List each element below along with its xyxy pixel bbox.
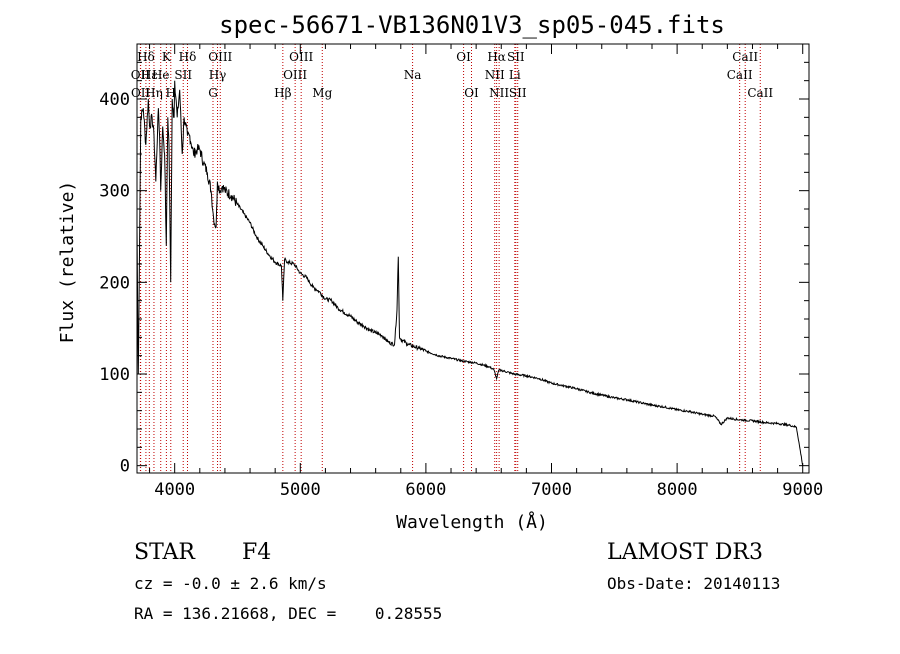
line-label-6: K (162, 50, 172, 64)
survey-name: LAMOST DR3 (607, 540, 763, 565)
line-label-1: OII (131, 68, 151, 82)
line-label-8: SII (174, 68, 192, 82)
chart-title: spec-56671-VB136N01V3_sp05-045.fits (219, 11, 725, 39)
line-label-27: CaII (732, 50, 758, 64)
y-tick-label: 100 (99, 365, 130, 385)
object-class: STAR (134, 540, 195, 565)
x-tick-label: 7000 (531, 480, 572, 500)
line-label-5: He (152, 68, 170, 82)
line-label-4: Hη (145, 86, 163, 100)
x-tick-label: 6000 (405, 480, 446, 500)
redshift-readout: cz = -0.0 ± 2.6 km/s (134, 574, 327, 593)
line-label-19: OI (464, 86, 479, 100)
y-tick-label: 200 (99, 273, 130, 293)
subclass: F4 (242, 540, 272, 565)
spectrum-series-line (136, 80, 804, 466)
line-label-18: OI (456, 50, 471, 64)
line-label-26: CaII (727, 68, 753, 82)
line-label-24: SII (509, 86, 527, 100)
x-tick-label: 9000 (782, 480, 823, 500)
x-tick-label: 8000 (657, 480, 698, 500)
y-tick-label: 300 (99, 182, 130, 202)
y-tick-label: 400 (99, 90, 130, 110)
line-label-14: OIII (283, 68, 307, 82)
x-axis-ticks: 4000 5000 6000 7000 8000 9000 (149, 44, 823, 500)
x-tick-label: 4000 (154, 480, 195, 500)
line-label-12: OIII (208, 50, 232, 64)
line-label-9: Hδ (179, 50, 197, 64)
line-label-16: Mg (312, 86, 332, 100)
obs-date: Obs-Date: 20140113 (607, 574, 781, 593)
line-label-22: Hα (487, 50, 506, 64)
line-label-7: H (166, 86, 176, 100)
line-label-2: OII (131, 86, 151, 100)
line-label-15: OIII (289, 50, 313, 64)
line-label-21: NII (489, 86, 509, 100)
x-tick-label: 5000 (280, 480, 321, 500)
spectral-line-labels: HδOIIOIIHεHηHeKHSIIHδGHγOIIIHβOIIIOIIIMg… (131, 50, 774, 100)
x-axis-label: Wavelength (Å) (396, 511, 548, 533)
line-label-17: Na (404, 68, 422, 82)
line-label-3: Hε (141, 68, 158, 82)
line-label-0: Hδ (137, 50, 155, 64)
line-label-25: Li (509, 68, 521, 82)
y-axis-label: Flux (relative) (57, 181, 78, 344)
line-label-13: Hβ (274, 86, 291, 100)
y-axis-ticks: 0 100 200 300 400 (99, 61, 809, 477)
line-label-28: CaII (747, 86, 773, 100)
coordinates: RA = 136.21668, DEC = 0.28555 (134, 604, 443, 623)
y-tick-label: 0 (120, 457, 130, 477)
line-label-20: NII (485, 68, 505, 82)
spectral-line-markers (139, 44, 761, 473)
line-label-10: G (208, 86, 218, 100)
line-label-23: SII (507, 50, 525, 64)
line-label-11: Hγ (209, 68, 227, 82)
plot-frame (136, 43, 810, 474)
